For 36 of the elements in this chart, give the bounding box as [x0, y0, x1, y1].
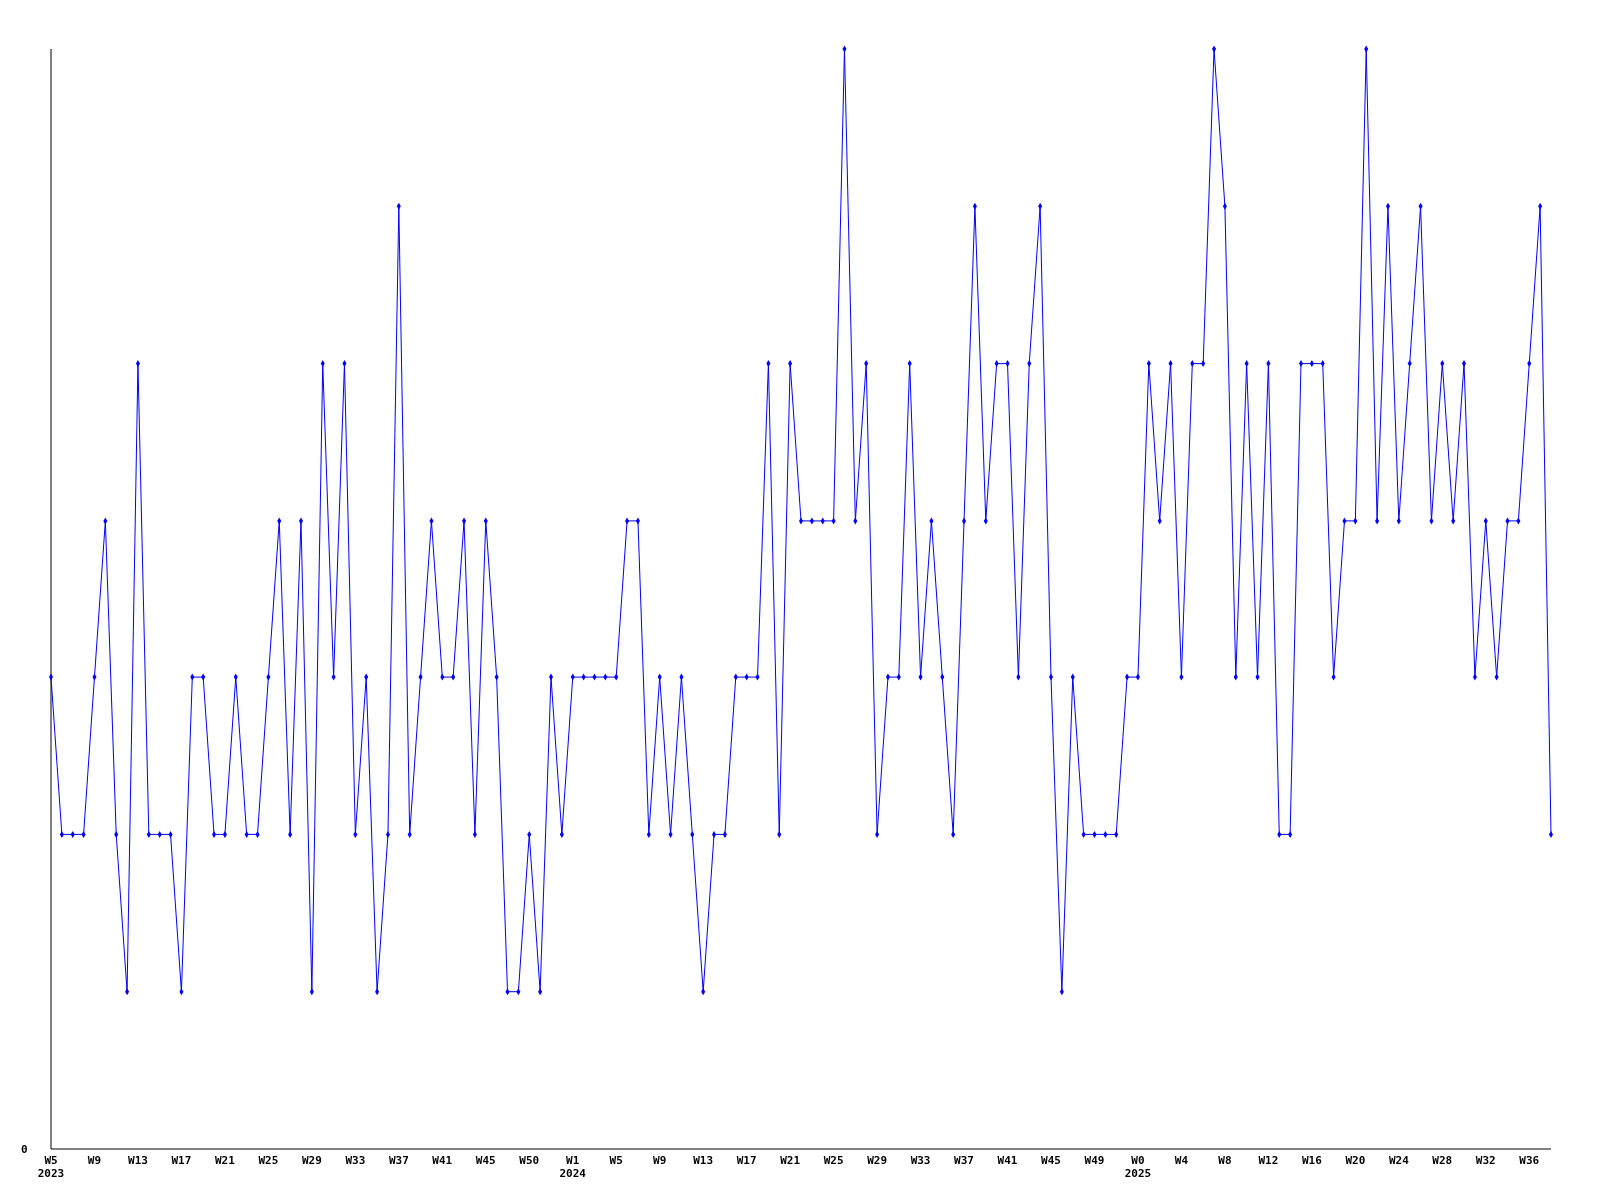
x-tick-label: W50 [519, 1154, 540, 1167]
x-tick-label: W41 [997, 1154, 1018, 1167]
x-tick-label: W17 [171, 1154, 192, 1167]
x-tick-label: W37 [954, 1154, 974, 1167]
x-tick-label: W21 [780, 1154, 801, 1167]
x-tick-label: W9 [87, 1154, 102, 1167]
x-tick-label: W29 [867, 1154, 888, 1167]
x-tick-label: W33 [910, 1154, 931, 1167]
x-tick-label: W0 2025 [1124, 1154, 1152, 1180]
x-tick-label: W33 [345, 1154, 366, 1167]
x-tick-label: W13 [128, 1154, 148, 1167]
x-tick-label: W45 [1041, 1154, 1061, 1167]
x-tick-label: W4 [1174, 1154, 1189, 1167]
x-tick-label: W36 [1519, 1154, 1540, 1167]
x-tick-label: W32 [1475, 1154, 1496, 1167]
x-tick-label: W9 [653, 1154, 667, 1167]
x-tick-label: W49 [1084, 1154, 1105, 1167]
x-tick-label: W29 [301, 1154, 322, 1167]
x-tick-label: W25 [823, 1154, 844, 1167]
x-tick-label: W5 2023 [37, 1154, 65, 1180]
x-tick-label: W21 [214, 1154, 236, 1167]
x-tick-label: W37 [388, 1154, 409, 1167]
x-tick-label: W16 [1301, 1154, 1323, 1167]
x-tick-label: W24 [1388, 1154, 1410, 1167]
x-tick-label: W8 [1218, 1154, 1232, 1167]
x-tick-label: W5 [609, 1154, 623, 1167]
x-tick-label: W25 [258, 1154, 279, 1167]
x-tick-label: W13 [693, 1154, 714, 1167]
x-tick-label: W45 [475, 1154, 496, 1167]
x-tick-label: W28 [1432, 1154, 1453, 1167]
x-tick-label: W12 [1258, 1154, 1279, 1167]
x-tick-label: W41 [432, 1154, 453, 1167]
x-tick-label: W17 [736, 1154, 757, 1167]
text: 0 [21, 1143, 28, 1156]
x-tick-label: W1 2024 [559, 1154, 587, 1180]
x-tick-label: W20 [1345, 1154, 1366, 1167]
